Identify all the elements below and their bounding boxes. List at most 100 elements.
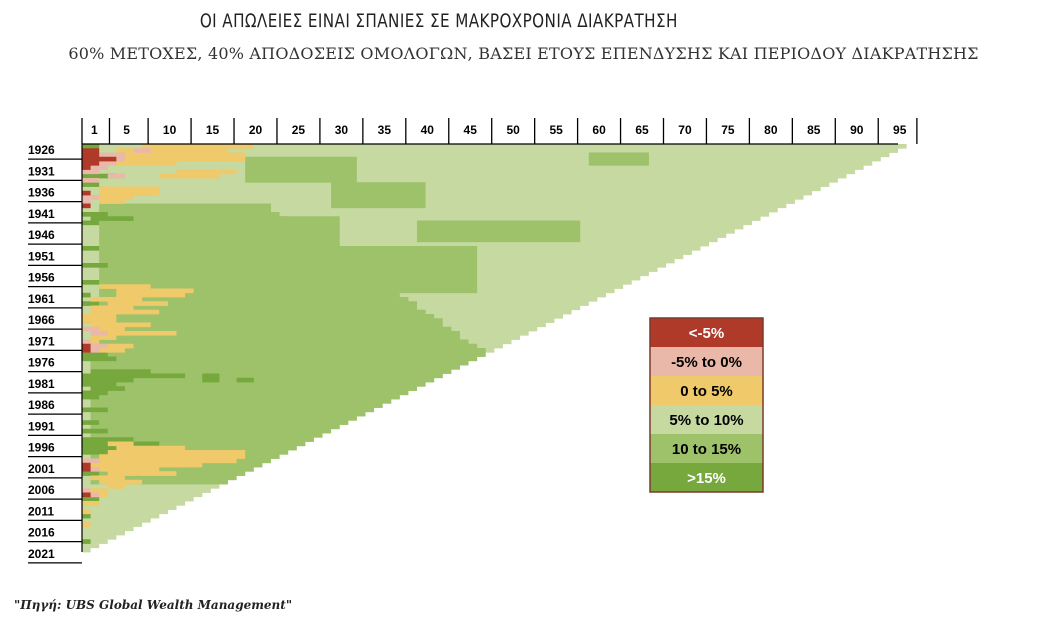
heatmap-cell <box>99 454 246 459</box>
heatmap-cell <box>82 165 108 170</box>
heatmap-cell <box>133 148 151 153</box>
heatmap-cell <box>90 428 332 434</box>
heatmap-cell <box>99 458 237 464</box>
heatmap-cell <box>90 356 478 362</box>
heatmap-cell <box>107 331 177 336</box>
heatmap-cell <box>90 394 271 400</box>
heatmap-cell <box>82 539 91 544</box>
heatmap-cell <box>82 246 100 251</box>
heatmap-cell <box>99 263 357 268</box>
heatmap-cell <box>331 203 426 209</box>
y-tick-label: 2011 <box>28 504 54 518</box>
heatmap-cell <box>90 390 271 396</box>
heatmap-row <box>82 535 117 540</box>
heatmap-cell <box>82 195 100 200</box>
heatmap-cell <box>99 212 280 217</box>
heatmap-cell <box>202 241 340 247</box>
heatmap-cell <box>90 365 271 370</box>
heatmap-cell <box>331 199 426 204</box>
y-tick-label: 1981 <box>28 377 55 391</box>
heatmap-cell <box>82 496 100 502</box>
heatmap-cell <box>82 467 91 472</box>
heatmap-cell <box>99 207 271 213</box>
source-note: "Πηγή: UBS Global Wealth Management" <box>14 598 293 612</box>
chart-title: ΟΙ ΑΠΩΛΕΙΕΣ ΕΙΝΑΙ ΣΠΑΝΙΕΣ ΣΕ ΜΑΚΡΟΧΡΟΝΙΑ… <box>199 10 678 32</box>
heatmap-cell <box>331 267 478 272</box>
y-tick-label: 1931 <box>28 164 55 178</box>
heatmap-cell <box>99 254 340 260</box>
legend-label: 5% to 10% <box>669 412 743 429</box>
heatmap-cell <box>82 173 117 179</box>
y-tick-label: 1941 <box>28 207 55 221</box>
heatmap-cell <box>107 450 246 455</box>
heatmap-cell <box>90 386 125 391</box>
heatmap-row <box>82 186 821 192</box>
heatmap-cell <box>99 284 151 289</box>
x-tick-label: 1 <box>91 123 98 137</box>
heatmap-cell <box>90 433 323 438</box>
y-tick-label: 1991 <box>28 419 55 433</box>
heatmap-cell <box>90 356 271 362</box>
heatmap-cell <box>82 450 117 455</box>
heatmap-cell <box>245 178 357 183</box>
heatmap-cell <box>99 284 392 289</box>
x-tick-label: 60 <box>592 123 606 137</box>
heatmap-cell <box>116 148 229 153</box>
heatmap-cell <box>176 169 237 175</box>
heatmap-cell <box>82 280 100 285</box>
heatmap-cell <box>82 263 108 268</box>
heatmap-row <box>82 161 873 166</box>
heatmap-cell <box>82 212 108 217</box>
heatmap-cell <box>82 326 100 332</box>
heatmap-cell <box>202 224 340 230</box>
x-tick-label: 20 <box>249 123 263 137</box>
heatmap-cell <box>82 352 108 357</box>
heatmap-cell <box>82 165 91 170</box>
heatmap-cell <box>90 467 254 472</box>
heatmap-cell <box>116 288 194 294</box>
heatmap-cell <box>90 360 469 366</box>
heatmap-cell <box>99 224 297 230</box>
heatmap-cell <box>159 173 220 179</box>
y-tick-label: 1996 <box>28 441 55 455</box>
heatmap-cell <box>82 161 100 166</box>
heatmap-row <box>82 207 778 213</box>
heatmap-row <box>82 148 898 153</box>
heatmap-cell <box>90 441 306 447</box>
heatmap-cell <box>107 441 134 447</box>
heatmap-cell <box>82 420 100 425</box>
heatmap-row <box>82 190 813 196</box>
heatmap-cell <box>90 369 151 374</box>
heatmap-cell <box>82 445 143 451</box>
heatmap-row <box>82 165 864 170</box>
heatmap-cell <box>82 178 100 183</box>
heatmap-cell <box>99 322 443 328</box>
heatmap-cell <box>107 152 246 158</box>
y-tick-label: 1956 <box>28 271 55 285</box>
heatmap-cell <box>107 471 177 476</box>
legend-swatch <box>650 434 763 463</box>
heatmap-cell <box>90 462 203 468</box>
x-tick-label: 30 <box>335 123 349 137</box>
x-tick-label: 85 <box>807 123 821 137</box>
heatmap-row <box>82 229 735 234</box>
heatmap-row <box>82 173 847 179</box>
heatmap-cell <box>588 152 649 158</box>
heatmap-cell <box>82 513 91 519</box>
y-tick-label: 2006 <box>28 483 55 497</box>
heatmap-cell <box>90 475 237 481</box>
heatmap-cell <box>331 190 426 196</box>
heatmap-cell <box>82 152 100 158</box>
heatmap-row <box>82 513 160 519</box>
heatmap-cell <box>331 258 478 264</box>
heatmap-cell <box>82 437 134 442</box>
heatmap-row <box>82 547 91 553</box>
x-axis: 1 5 10 15 20 25 30 35 40 45 50 55 60 65 70 75 80 85 90 95 <box>81 118 918 145</box>
heatmap-cell <box>245 173 357 179</box>
x-tick-label: 15 <box>206 123 220 137</box>
heatmap-cell <box>99 250 340 255</box>
heatmap-cell <box>202 373 220 379</box>
chart-subtitle: 60% ΜΕΤΟΧΕΣ, 40% ΑΠΟΔΟΣΕΙΣ ΟΜΟΛΟΓΩΝ, ΒΑΣ… <box>68 44 979 63</box>
x-tick-label: 35 <box>378 123 392 137</box>
heatmap-cell <box>90 195 134 200</box>
